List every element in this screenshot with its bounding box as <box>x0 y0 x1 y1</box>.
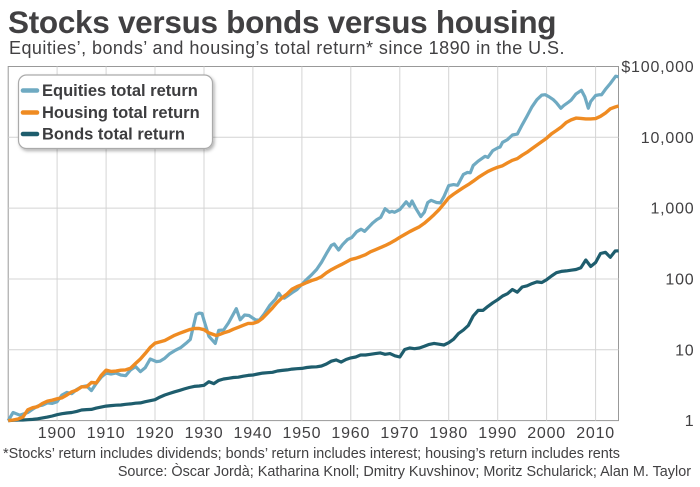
svg-text:Source: Òscar Jordà; Katharina: Source: Òscar Jordà; Katharina Knoll; Dm… <box>118 463 691 480</box>
svg-text:1,000: 1,000 <box>650 201 694 218</box>
svg-text:Bonds total return: Bonds total return <box>42 126 185 144</box>
svg-text:1: 1 <box>685 413 695 430</box>
svg-text:1990: 1990 <box>478 425 517 442</box>
svg-text:1900: 1900 <box>38 425 77 442</box>
svg-text:1920: 1920 <box>136 425 175 442</box>
svg-text:1970: 1970 <box>380 425 419 442</box>
svg-text:1910: 1910 <box>87 425 126 442</box>
svg-text:1930: 1930 <box>185 425 224 442</box>
svg-text:2010: 2010 <box>576 425 615 442</box>
svg-text:10,000: 10,000 <box>641 130 695 147</box>
svg-text:1980: 1980 <box>429 425 468 442</box>
svg-text:10: 10 <box>675 342 694 359</box>
svg-text:2000: 2000 <box>527 425 566 442</box>
svg-text:1960: 1960 <box>331 425 370 442</box>
svg-text:$100,000: $100,000 <box>621 59 694 76</box>
svg-text:100: 100 <box>665 272 694 289</box>
svg-text:Stocks versus bonds versus hou: Stocks versus bonds versus housing <box>8 4 556 40</box>
svg-text:Equities total return: Equities total return <box>42 82 198 100</box>
svg-text:Equities’, bonds’ and housing’: Equities’, bonds’ and housing’s total re… <box>9 38 565 58</box>
svg-text:1950: 1950 <box>283 425 322 442</box>
svg-text:*Stocks’ return includes divid: *Stocks’ return includes dividends; bond… <box>3 446 620 462</box>
svg-text:Housing total return: Housing total return <box>42 104 200 122</box>
svg-text:1940: 1940 <box>234 425 273 442</box>
